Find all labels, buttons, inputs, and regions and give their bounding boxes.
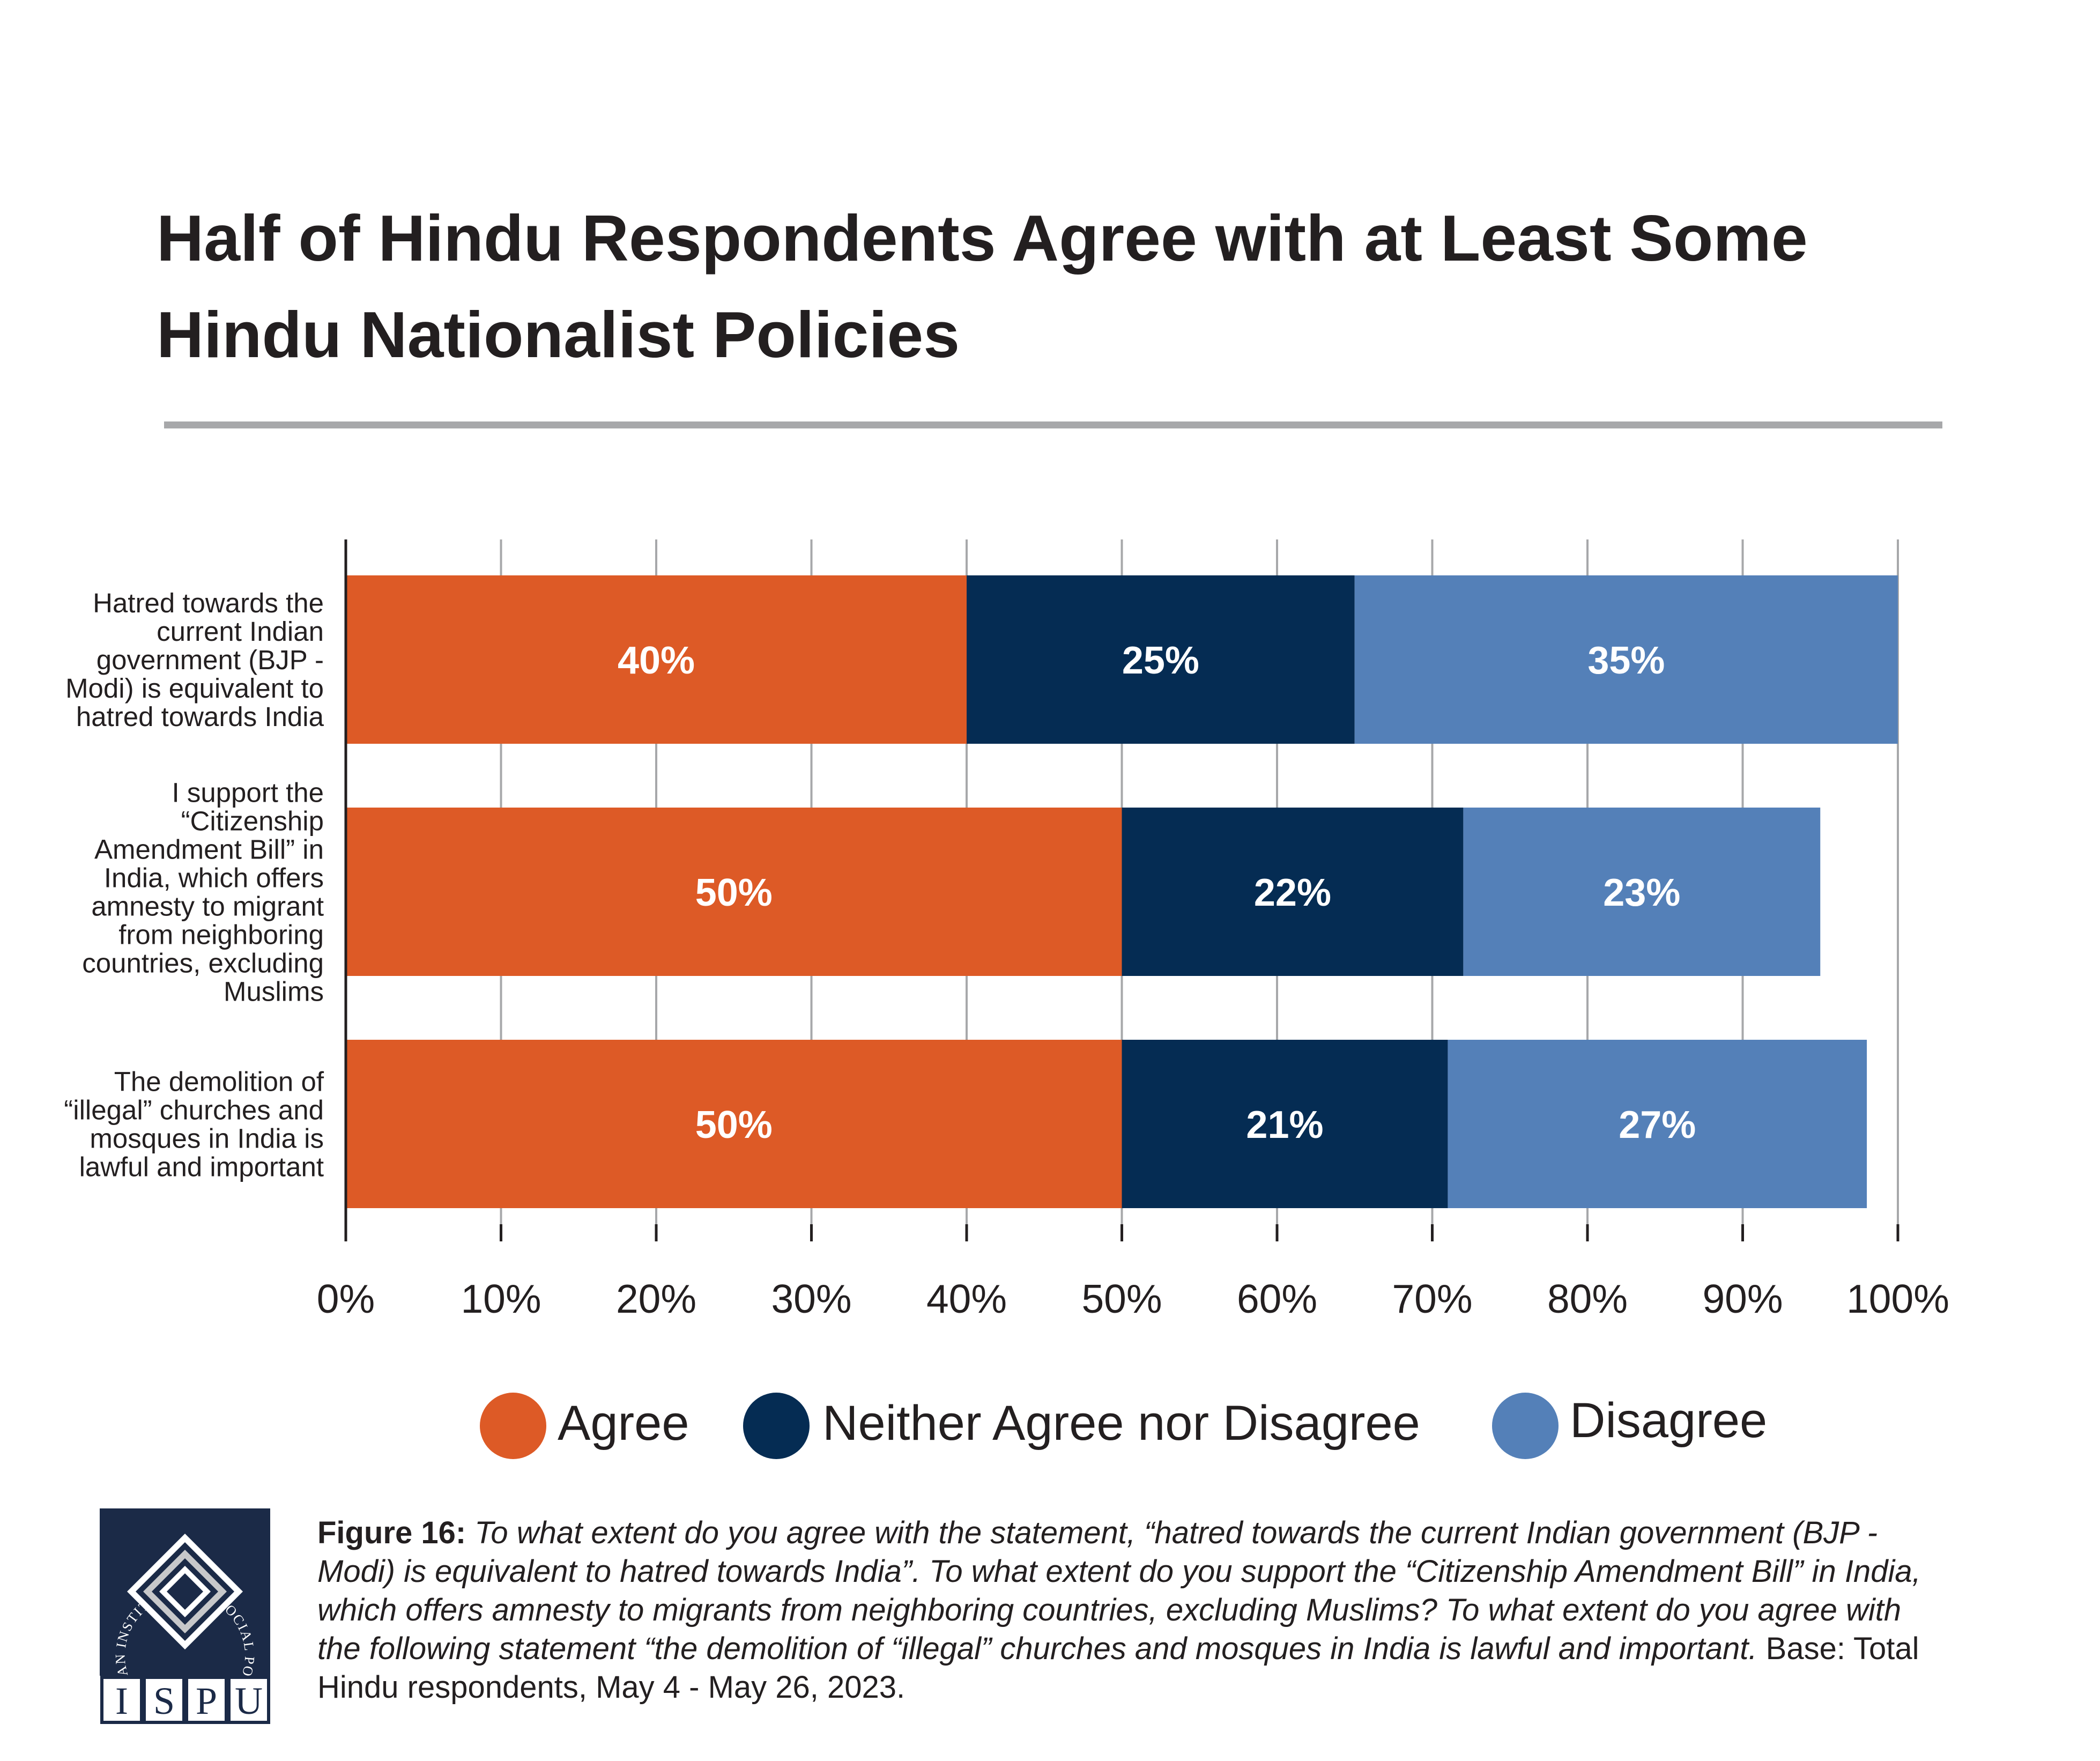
bar-segment (346, 808, 1122, 976)
logo-letter-box (185, 1676, 228, 1724)
x-tick-label: 10% (461, 1276, 541, 1321)
footnote-line: Figure 16: To what extent do you agree w… (317, 1515, 1878, 1550)
data-label: 25% (1122, 639, 1199, 682)
footnote-line: the following statement “the demolition … (317, 1631, 1919, 1666)
data-label: 21% (1246, 1104, 1323, 1146)
logo-letter: I (115, 1679, 128, 1722)
logo-letter-box (143, 1676, 185, 1724)
chart-title-line-1: Half of Hindu Respondents Agree with at … (157, 202, 1808, 275)
category-label: I support the “Citizenship Amendment Bill”… (82, 778, 324, 1007)
x-tick-label: 40% (926, 1276, 1007, 1321)
logo-letter: U (235, 1679, 263, 1722)
data-label: 35% (1587, 639, 1665, 682)
data-label: 23% (1603, 871, 1680, 914)
data-label: 27% (1619, 1104, 1696, 1146)
logo-letter-box (227, 1676, 270, 1724)
legend-label: Disagree (1570, 1393, 1767, 1448)
x-tick-label: 90% (1702, 1276, 1783, 1321)
bar-segment (1448, 1040, 1867, 1208)
data-label: 40% (618, 639, 695, 682)
plot-area: 40% 25% 35% Hatred towards the current India… (64, 539, 1949, 1321)
bar-segment (967, 575, 1355, 744)
logo-letter-box (100, 1676, 143, 1724)
x-tick-label: 20% (616, 1276, 696, 1321)
category-label: The demolition of “illegal” churches and m… (64, 1067, 324, 1182)
logo-letter: P (196, 1679, 217, 1722)
data-label: 22% (1254, 871, 1331, 914)
data-label: 50% (695, 871, 773, 914)
x-tick-label: 80% (1547, 1276, 1628, 1321)
bar-segment (1463, 808, 1821, 976)
legend-swatch (743, 1393, 810, 1459)
legend: Agree Neither Agree nor Disagree Disagree (480, 1393, 1767, 1459)
legend-label: Neither Agree nor Disagree (822, 1396, 1420, 1451)
x-tick-label: 100% (1846, 1276, 1949, 1321)
bar-segment (1122, 1040, 1448, 1208)
x-tick-label: 60% (1237, 1276, 1317, 1321)
bar-segment (346, 575, 967, 744)
title-divider (164, 421, 1942, 428)
chart-title-line-2: Hindu Nationalist Policies (157, 298, 960, 371)
bar-segment (346, 1040, 1122, 1208)
data-label: 50% (695, 1104, 773, 1146)
legend-label: Agree (558, 1396, 689, 1451)
legend-swatch (1492, 1393, 1559, 1459)
figure-footnote: Figure 16: To what extent do you agree w… (317, 1515, 1921, 1705)
bar-segment (1122, 808, 1464, 976)
category-label: Hatred towards the current Indian governme… (65, 588, 324, 732)
logo-diamond (167, 1573, 203, 1610)
footnote-line: Hindu respondents, May 4 - May 26, 2023. (317, 1670, 905, 1705)
legend-swatch (480, 1393, 546, 1459)
chart-title: Half of Hindu Respondents Agree with at … (157, 202, 1808, 371)
x-tick-label: 70% (1392, 1276, 1472, 1321)
x-tick-label: 0% (317, 1276, 375, 1321)
footnote-line: which offers amnesty to migrants from ne… (317, 1593, 1901, 1627)
bar-segment (1354, 575, 1898, 744)
x-tick-label: 50% (1081, 1276, 1162, 1321)
footnote-line: Modi) is equivalent to hatred towards In… (317, 1554, 1921, 1589)
x-tick-label: 30% (771, 1276, 851, 1321)
logo-letter: S (153, 1679, 175, 1722)
